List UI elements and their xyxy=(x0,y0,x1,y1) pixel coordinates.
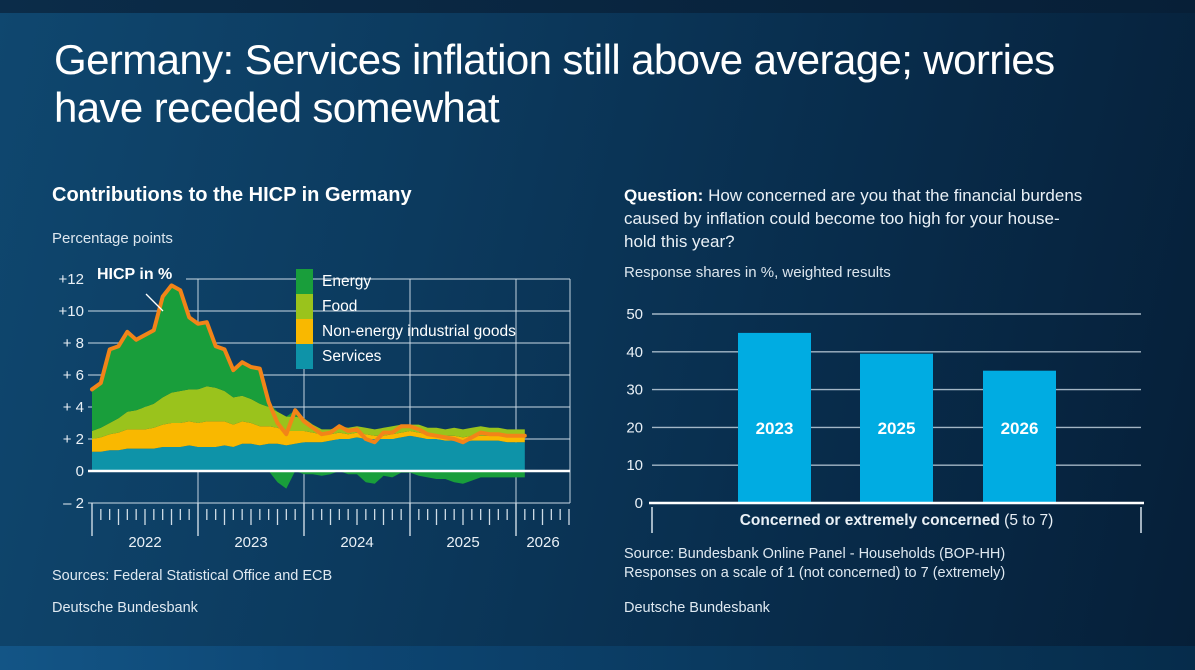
left-chart-title: Contributions to the HICP in Germany xyxy=(52,184,412,206)
svg-text:10: 10 xyxy=(626,457,643,474)
hicp-chart-svg: 2022 2023 2024 2025 2026 +12 +10 + 8 + 6 + 4 + 2 0 –… xyxy=(59,271,571,551)
legend-row-goods: Non-energy industrial goods xyxy=(296,319,516,344)
legend-label-food: Food xyxy=(322,297,358,315)
svg-text:2023: 2023 xyxy=(234,534,267,551)
svg-text:2025: 2025 xyxy=(446,534,479,551)
svg-text:+ 2: + 2 xyxy=(63,431,84,448)
top-band xyxy=(0,0,1195,13)
right-source-line2: Responses on a scale of 1 (not concerned… xyxy=(624,565,1006,581)
hicp-legend: Energy Food Non-energy industrial goods … xyxy=(296,269,516,369)
legend-row-energy: Energy xyxy=(296,269,516,294)
slide-title-line2: have receded somewhat xyxy=(54,84,500,131)
legend-label-energy: Energy xyxy=(322,272,372,290)
question-text: Question: How concerned are you that the… xyxy=(624,184,1176,253)
svg-text:+10: +10 xyxy=(59,303,84,320)
svg-text:2026: 2026 xyxy=(526,534,559,551)
slide-title-line1: Germany: Services inflation still above … xyxy=(54,36,1055,83)
svg-text:40: 40 xyxy=(626,344,643,361)
hicp-line-annotation: HICP in % xyxy=(97,266,173,283)
legend-row-food: Food xyxy=(296,294,516,319)
left-chart-subtitle: Percentage points xyxy=(52,230,173,247)
question-line1: Question: How concerned are you that the… xyxy=(624,184,1176,207)
svg-text:2024: 2024 xyxy=(340,534,373,551)
bop-axis-label: Concerned or extremely concerned (5 to 7… xyxy=(652,512,1141,530)
hicp-chart: 2022 2023 2024 2025 2026 +12 +10 + 8 + 6 + 4 + 2 0 –… xyxy=(40,258,585,563)
question-prefix: Question: xyxy=(624,186,704,205)
left-footer: Deutsche Bundesbank xyxy=(52,600,198,616)
bop-axis-label-normal: (5 to 7) xyxy=(999,512,1054,529)
bop-chart-svg: 2023 2025 2026 0 10 20 30 40 50 xyxy=(626,306,1144,533)
right-footer: Deutsche Bundesbank xyxy=(624,600,770,616)
slide-title: Germany: Services inflation still above … xyxy=(54,36,1055,132)
svg-text:2022: 2022 xyxy=(128,534,161,551)
services-color-chip xyxy=(296,344,313,369)
left-sources: Sources: Federal Statistical Office and … xyxy=(52,568,333,584)
svg-text:2025: 2025 xyxy=(878,419,916,438)
svg-text:20: 20 xyxy=(626,419,643,436)
right-chart-subtitle: Response shares in %, weighted results xyxy=(624,264,891,281)
goods-color-chip xyxy=(296,319,313,344)
bottom-band xyxy=(0,646,1195,670)
svg-text:+ 6: + 6 xyxy=(63,367,84,384)
food-color-chip xyxy=(296,294,313,319)
bop-axis-label-bold: Concerned or extremely concerned xyxy=(739,512,1000,529)
right-source-line1: Source: Bundesbank Online Panel - Househ… xyxy=(624,546,1006,562)
svg-text:– 2: – 2 xyxy=(63,495,84,512)
question-line1-rest: How concerned are you that the financial… xyxy=(703,186,1083,205)
svg-text:+ 8: + 8 xyxy=(63,335,84,352)
svg-text:2026: 2026 xyxy=(1001,419,1039,438)
svg-text:+ 4: + 4 xyxy=(63,399,84,416)
question-line3: hold this year? xyxy=(624,232,735,251)
svg-text:0: 0 xyxy=(76,463,84,480)
svg-text:50: 50 xyxy=(626,306,643,323)
legend-label-goods: Non-energy industrial goods xyxy=(322,322,516,340)
svg-text:0: 0 xyxy=(635,495,643,512)
legend-row-services: Services xyxy=(296,344,516,369)
svg-text:30: 30 xyxy=(626,382,643,399)
bop-chart: 2023 2025 2026 0 10 20 30 40 50 xyxy=(615,300,1175,545)
energy-color-chip xyxy=(296,269,313,294)
question-line2: caused by inflation could become too hig… xyxy=(624,209,1060,228)
svg-text:2023: 2023 xyxy=(756,419,794,438)
svg-text:+12: +12 xyxy=(59,271,84,288)
legend-label-services: Services xyxy=(322,347,382,365)
right-sources: Source: Bundesbank Online Panel - Househ… xyxy=(624,545,1005,583)
